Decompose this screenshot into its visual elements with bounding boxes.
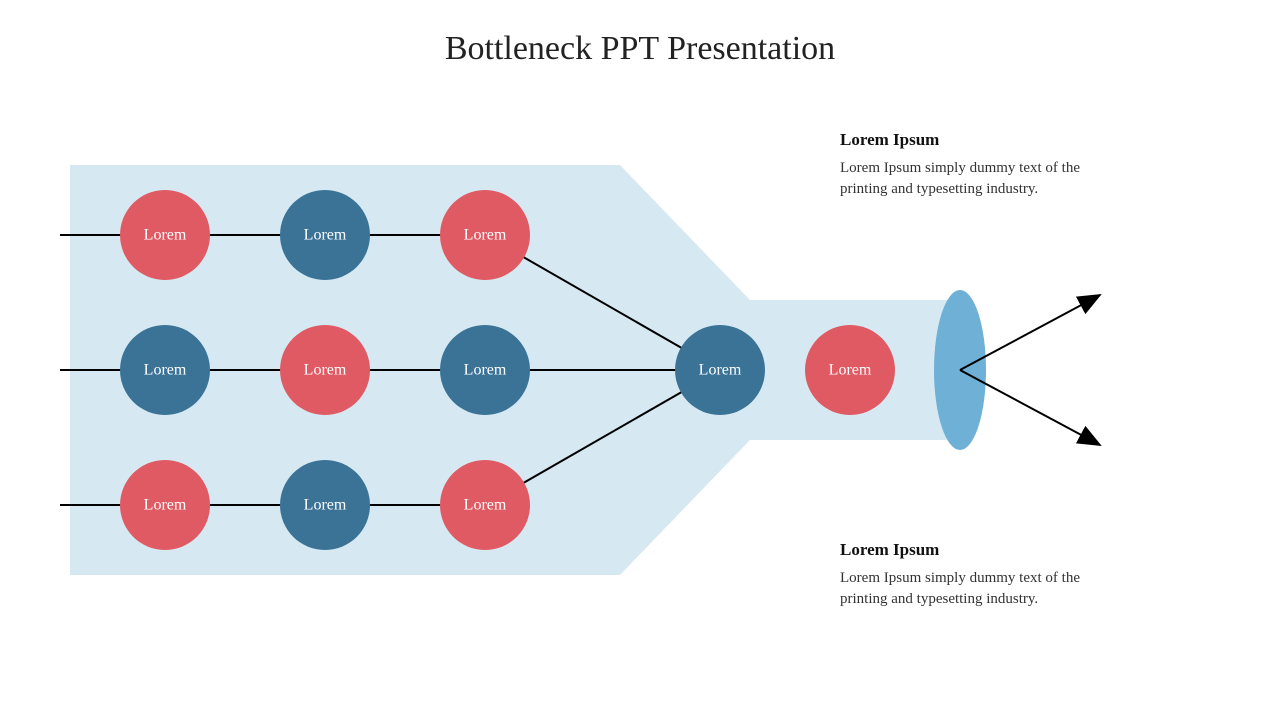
neck-node-label: Lorem [829,362,872,379]
annotation-bottom: Lorem Ipsum Lorem Ipsum simply dummy tex… [840,540,1080,610]
annotation-bottom-body: Lorem Ipsum simply dummy text of the pri… [840,568,1080,610]
slide: Bottleneck PPT Presentation LoremLoremLo… [0,0,1280,720]
grid-node-r2-c2-label: Lorem [464,497,507,514]
annotation-top-heading: Lorem Ipsum [840,130,1080,150]
grid-node-r1-c1-label: Lorem [304,362,347,379]
grid-node-r0-c2-label: Lorem [464,227,507,244]
grid-node-r1-c2-label: Lorem [464,362,507,379]
annotation-top: Lorem Ipsum Lorem Ipsum simply dummy tex… [840,130,1080,200]
grid-node-r0-c1-label: Lorem [304,227,347,244]
grid-node-r1-c0-label: Lorem [144,362,187,379]
grid-node-r2-c0-label: Lorem [144,497,187,514]
bottleneck-diagram: Lorem Lorem Lorem Lorem Lorem Lorem Lorem Lorem… [0,0,1280,720]
grid-node-r0-c0-label: Lorem [144,227,187,244]
converge-node-label: Lorem [699,362,742,379]
annotation-top-body: Lorem Ipsum simply dummy text of the pri… [840,158,1080,200]
annotation-bottom-heading: Lorem Ipsum [840,540,1080,560]
grid-node-r2-c1-label: Lorem [304,497,347,514]
